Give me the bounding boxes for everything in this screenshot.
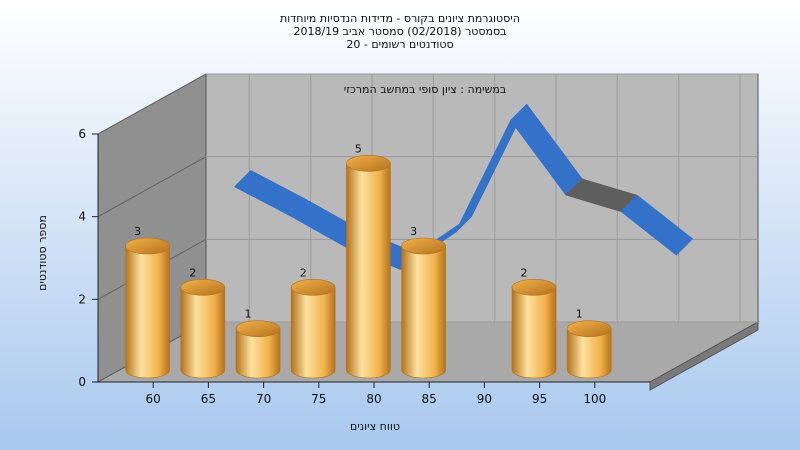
bar-value-label: 3 [134, 225, 141, 238]
x-axis-title: טווח ציונים [350, 420, 400, 433]
y-tick-label: 6 [78, 127, 86, 141]
chart-subtitle: במשימה : ציון סופי במחשב המרכזי [344, 83, 507, 96]
bar-value-label: 1 [245, 308, 252, 321]
bar: 2 [511, 266, 557, 379]
bar: 1 [566, 308, 612, 379]
chart-title-line-2: בסמסטר (02/2018) סמסטר אביב 2018/19 [293, 25, 506, 38]
x-tick-label: 75 [311, 392, 326, 406]
chart-title-line-3: סטודנטים רשומים - 20 [346, 38, 453, 51]
bar-value-label: 5 [355, 142, 362, 155]
bar-cap [566, 320, 612, 337]
bar-body [290, 287, 336, 379]
bar-body [346, 163, 391, 379]
bar: 5 [346, 142, 391, 379]
y-tick-label: 0 [78, 375, 86, 389]
bar-value-label: 1 [576, 308, 583, 321]
bar-cap [180, 279, 226, 296]
y-axis-title: מספר סטודנטים [36, 215, 49, 291]
bar: 3 [401, 225, 446, 379]
gridline-side [97, 156, 207, 218]
gridline-side [97, 73, 207, 135]
bar: 2 [290, 266, 336, 379]
x-tick-label: 65 [201, 392, 216, 406]
x-tick-label: 60 [146, 392, 161, 406]
x-tick-label: 100 [583, 392, 606, 406]
chart-title-line-1: היסטוגרמת ציונים בקורס - מדידות הנדסיות … [280, 12, 520, 25]
bar: 2 [180, 266, 226, 379]
bar-value-label: 2 [521, 266, 528, 279]
bar-value-label: 2 [300, 266, 307, 279]
x-tick-label: 70 [256, 392, 271, 406]
y-axis-ticks: 0 2 4 6 [78, 127, 98, 389]
y-tick-label: 4 [78, 210, 86, 224]
y-tick-label: 2 [78, 292, 86, 306]
x-tick-label: 85 [422, 392, 437, 406]
bar: 1 [235, 308, 281, 379]
chart-floor-edge [649, 321, 759, 391]
bar-body [180, 287, 226, 379]
bar-body [566, 328, 612, 379]
bar-cap [125, 237, 170, 255]
x-tick-label: 80 [366, 392, 381, 406]
chart-axes: 0 2 4 6 60 65 70 75 80 85 90 95 100 [78, 127, 650, 406]
bar-series: 3 2 1 2 5 3 2 1 [125, 142, 612, 379]
bar-body [125, 245, 170, 379]
x-axis-ticks: 60 65 70 75 80 85 90 95 100 [146, 382, 606, 406]
bar-cap [290, 279, 336, 296]
bar-cap [511, 279, 557, 296]
bar: 3 [125, 225, 170, 379]
x-tick-label: 95 [532, 392, 547, 406]
bar-value-label: 2 [189, 266, 196, 279]
curve-segment [620, 194, 693, 256]
bar-body [235, 328, 281, 379]
bar-cap [401, 237, 446, 255]
bar-value-label: 3 [410, 225, 417, 238]
bar-body [401, 245, 446, 379]
bar-cap [235, 320, 281, 337]
x-tick-label: 90 [477, 392, 492, 406]
title-block: היסטוגרמת ציונים בקורס - מדידות הנדסיות … [280, 12, 520, 51]
bar-cap [346, 155, 391, 172]
bar-body [511, 287, 557, 379]
